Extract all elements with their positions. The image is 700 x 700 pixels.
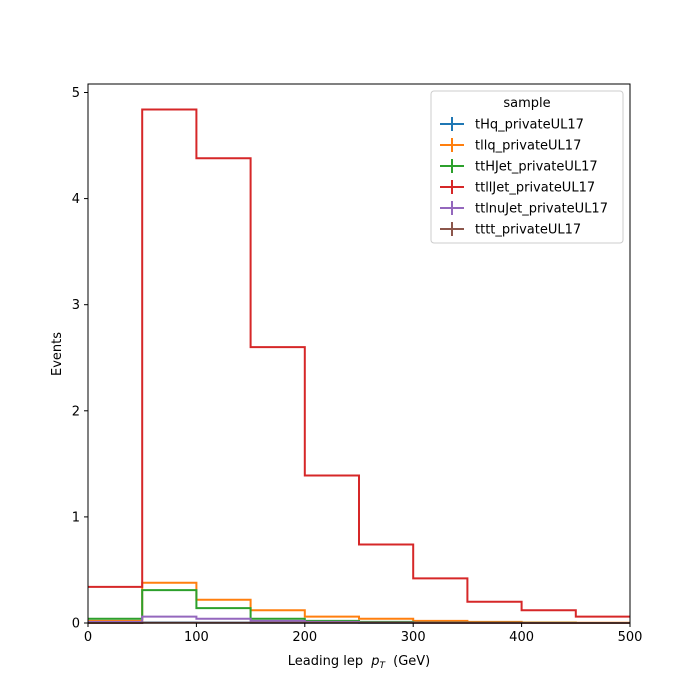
- y-axis-label: Events: [50, 332, 65, 376]
- x-axis-label-text: Leading lep: [288, 654, 363, 669]
- y-axis-ticks: 0 1 2 3 4 5: [72, 86, 88, 632]
- x-axis-label-unit: (GeV): [393, 654, 430, 669]
- legend-label: ttHJet_privateUL17: [475, 160, 598, 175]
- legend: sample tHq_privateUL17 tllq_privateUL17tt…: [430, 90, 624, 244]
- y-tick-label: 4: [72, 192, 80, 207]
- legend-label: ttlnuJet_privateUL17: [475, 202, 608, 217]
- y-tick-label: 1: [72, 510, 80, 525]
- x-axis-ticks: 0 100 200 300 400 500: [84, 623, 643, 645]
- x-axis-label-symbol: p: [370, 654, 379, 669]
- legend-label: tllq_privateUL17: [475, 139, 581, 154]
- plot-frame: [87, 83, 631, 624]
- x-axis-label-subscript: T: [379, 661, 386, 671]
- legend-label: tHq_privateUL17: [475, 118, 584, 133]
- y-tick-label: 5: [72, 86, 80, 101]
- x-tick-label: 100: [184, 630, 209, 645]
- y-tick-label: 0: [72, 617, 80, 632]
- x-tick-label: 400: [509, 630, 534, 645]
- legend-box: [430, 90, 624, 244]
- legend-entry: ttHJet_privateUL17: [440, 159, 598, 175]
- x-axis-label: Leading lep pT (GeV): [288, 654, 430, 672]
- x-tick-label: 500: [618, 630, 643, 645]
- legend-entries: tHq_privateUL17 tllq_privateUL17 ttHJet_pr…: [440, 117, 608, 238]
- series-line-3: [88, 108, 630, 618]
- legend-entry: tttt_privateUL17: [440, 222, 581, 238]
- x-tick-label: 0: [84, 630, 92, 645]
- legend-entry: tHq_privateUL17: [440, 117, 584, 133]
- legend-entry: tllq_privateUL17: [440, 138, 581, 154]
- x-tick-label: 300: [401, 630, 426, 645]
- legend-entry: ttlnuJet_privateUL17: [440, 201, 608, 217]
- y-tick-label: 3: [72, 298, 80, 313]
- y-tick-label: 2: [72, 404, 80, 419]
- x-tick-label: 200: [292, 630, 317, 645]
- legend-title: sample: [503, 96, 550, 111]
- legend-entry: ttllJet_privateUL17: [440, 180, 595, 196]
- legend-label: ttllJet_privateUL17: [475, 181, 595, 196]
- legend-label: tttt_privateUL17: [475, 223, 581, 238]
